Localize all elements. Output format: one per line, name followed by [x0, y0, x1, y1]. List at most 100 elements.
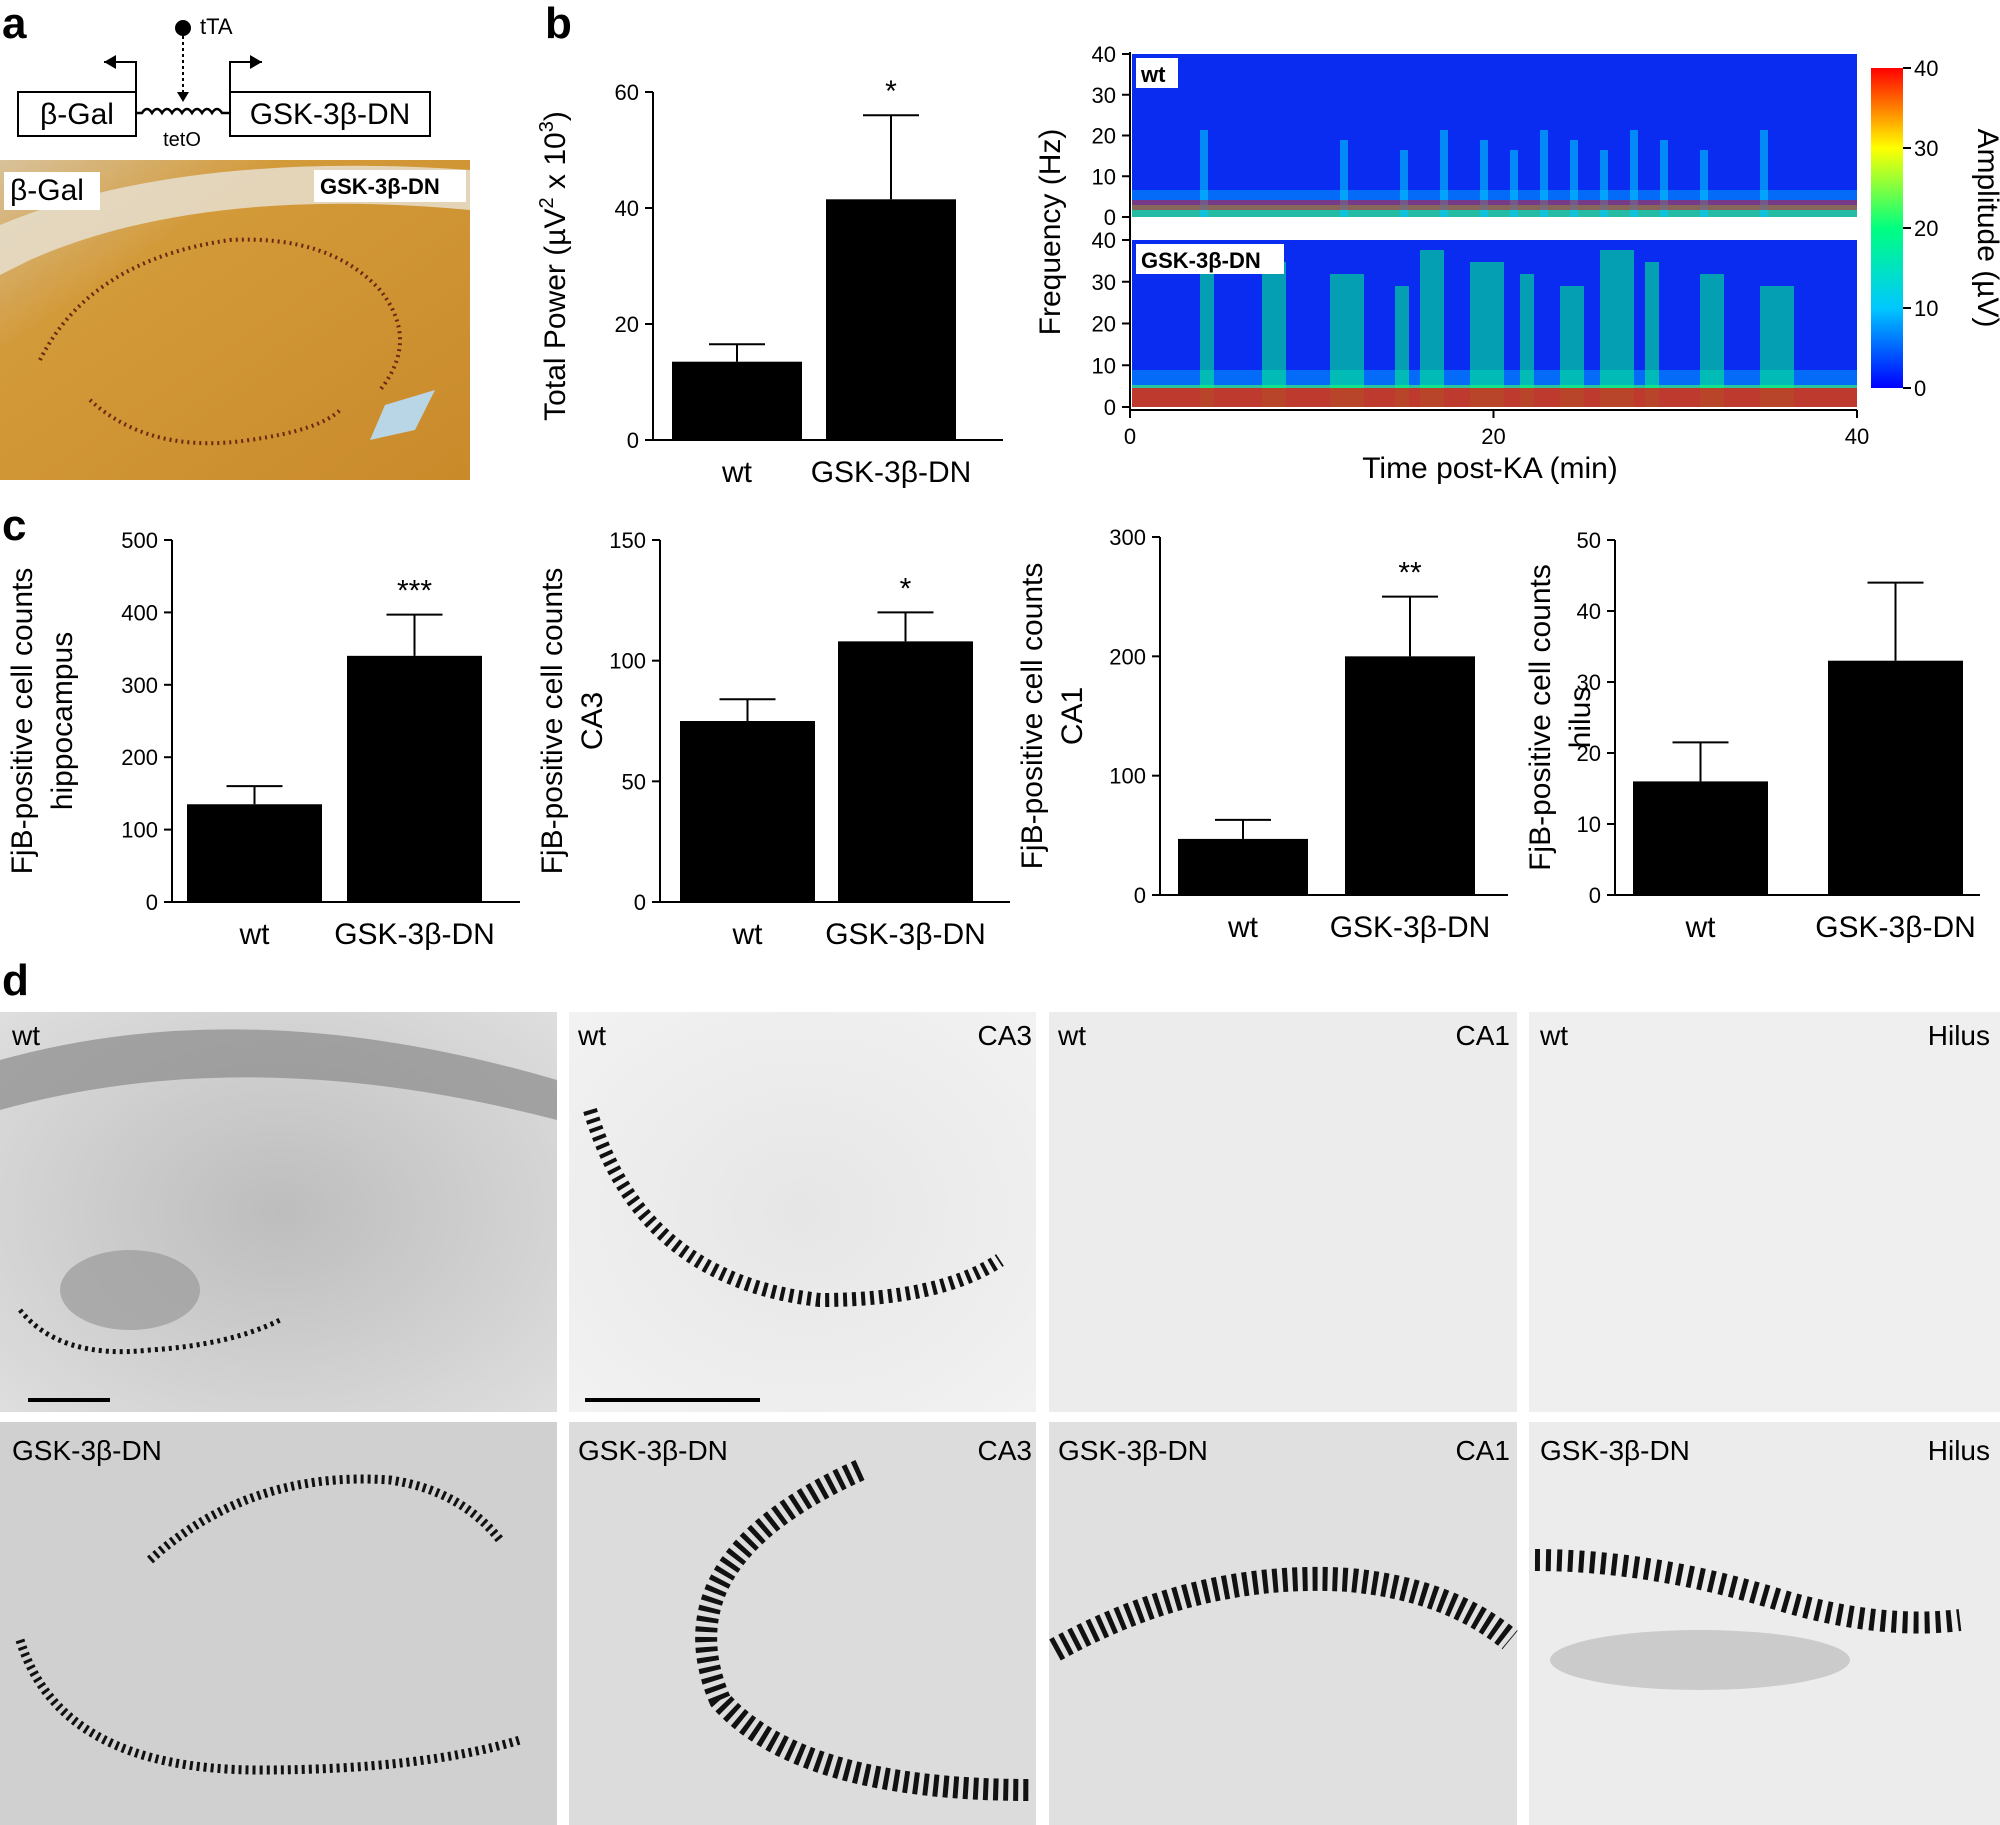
d-top-3-right: CA1	[1456, 1020, 1510, 1051]
panel-label-d: d	[2, 956, 29, 1005]
y-tick-label: 200	[121, 745, 158, 770]
spec-gsk-redband	[1132, 388, 1857, 407]
spec-gsk-burst	[1645, 262, 1659, 407]
y-axis-label: Total Power (µV2 x 103)	[536, 111, 572, 421]
y-tick-label: 200	[1109, 644, 1146, 669]
freq-tick-label: 10	[1092, 353, 1116, 378]
spec-wt-burst	[1400, 150, 1408, 217]
spec-wt-burst	[1200, 130, 1208, 217]
beta-gal-image-label-box	[4, 172, 100, 210]
spec-gsk-burst	[1760, 286, 1794, 407]
spectrogram-wt	[1132, 54, 1857, 217]
ventricle-gap	[370, 390, 435, 440]
category-label: GSK-3β-DN	[811, 456, 972, 489]
teto-operator-line	[136, 107, 230, 116]
spec-wt-burst	[1480, 140, 1488, 217]
wt-hippo-stain-line	[18, 1308, 282, 1355]
left-arrow-head	[104, 55, 116, 69]
tta-dot	[175, 20, 191, 36]
category-label: wt	[239, 918, 271, 951]
spec-gsk-burst	[1330, 274, 1364, 407]
category-label: wt	[732, 918, 764, 951]
spec-wt-burst	[1570, 140, 1578, 217]
panel-label-c: c	[2, 501, 26, 550]
y-axis-label-region: CA1	[1056, 687, 1089, 745]
spec-gsk-burst	[1700, 274, 1724, 407]
y-tick-label: 20	[615, 312, 639, 337]
spec-gsk-label: GSK-3β-DN	[1141, 248, 1261, 273]
freq-tick-label: 0	[1104, 395, 1116, 420]
micrograph-gsk-ca1	[1049, 1422, 1517, 1825]
y-axis-label: FjB-positive cell counts	[6, 568, 39, 875]
colorbar-label: Amplitude (µV)	[1971, 128, 2000, 327]
significance-marker: *	[885, 75, 897, 108]
spectrogram-wt-baseband	[1132, 205, 1857, 217]
gsk-hilus-granule-layer	[1550, 1630, 1850, 1690]
y-tick-label: 40	[1577, 599, 1601, 624]
spec-wt-burst	[1600, 150, 1608, 217]
category-label: GSK-3β-DN	[1330, 911, 1491, 944]
d-bottom-3-left: GSK-3β-DN	[1058, 1435, 1208, 1466]
gsk-box-label: GSK-3β-DN	[250, 98, 411, 131]
spec-gsk-label-box	[1136, 244, 1284, 274]
y-tick-label: 300	[1109, 525, 1146, 550]
y-tick-label: 300	[121, 673, 158, 698]
d-top-3-left: wt	[1057, 1020, 1086, 1051]
panel-label-b: b	[545, 0, 572, 48]
freq-tick-label: 40	[1092, 228, 1116, 253]
y-tick-label: 40	[615, 196, 639, 221]
category-label: GSK-3β-DN	[1815, 911, 1976, 944]
d-top-2-right: CA3	[978, 1020, 1032, 1051]
time-tick-label: 40	[1845, 424, 1869, 449]
y-axis-label: FjB-positive cell counts	[1524, 564, 1557, 871]
spec-gsk-burst	[1262, 262, 1286, 407]
spec-wt-burst	[1440, 130, 1448, 217]
y-tick-label: 50	[1577, 528, 1601, 553]
spec-wt-label: wt	[1140, 62, 1166, 87]
spec-wt-burst	[1760, 130, 1768, 217]
gsk-hilus-stain-band	[1534, 1549, 1962, 1634]
d-bottom-4-right: Hilus	[1928, 1435, 1990, 1466]
y-axis-label: FjB-positive cell counts	[536, 568, 569, 875]
bar-wt	[680, 721, 815, 902]
gsk-image-label: GSK-3β-DN	[320, 174, 440, 199]
d-bottom-4-left: GSK-3β-DN	[1540, 1435, 1690, 1466]
left-arrow	[104, 61, 137, 92]
y-tick-label: 50	[622, 769, 646, 794]
d-bottom-3-right: CA1	[1456, 1435, 1510, 1466]
bar-gsk	[1828, 660, 1963, 895]
beta-gal-box-label: β-Gal	[40, 98, 114, 131]
d-bottom-2-left: GSK-3β-DN	[578, 1435, 728, 1466]
spec-wt-burst	[1540, 130, 1548, 217]
bar-gsk	[347, 655, 482, 902]
construct-diagram: β-Gal GSK-3β-DN tetO tTA	[17, 14, 431, 151]
wt-ca3-stain-band	[583, 1108, 1004, 1308]
hilus-counts-chart: 0 10 20 30 40 50 wt GSK-3β-DN FjB-positive cell …	[1524, 528, 1980, 944]
freq-tick-label: 20	[1092, 312, 1116, 337]
gsk-hippo-lower-stain	[15, 1638, 522, 1775]
gsk-ca1-stain-band	[1049, 1566, 1518, 1661]
d-top-4-left: wt	[1539, 1020, 1568, 1051]
y-tick-label: 400	[121, 600, 158, 625]
bar-wt	[1178, 838, 1308, 895]
spectrogram-wt-background	[1132, 54, 1857, 217]
y-axis-label-region: hilus	[1564, 687, 1597, 749]
y-axis-label-region: hippocampus	[46, 632, 79, 810]
spec-gsk-burst	[1470, 262, 1504, 407]
bar-wt	[187, 804, 322, 902]
colorbar	[1871, 68, 1903, 388]
right-arrow-head	[250, 55, 262, 69]
y-tick-label: 100	[121, 818, 158, 843]
spec-wt-burst	[1510, 150, 1518, 217]
spec-wt-burst	[1700, 150, 1708, 217]
spec-wt-burst	[1630, 130, 1638, 217]
dentate-layer-stain	[88, 398, 342, 446]
spec-gsk-burst	[1200, 250, 1214, 407]
beta-gal-box	[17, 91, 137, 137]
spec-wt-label-box	[1136, 58, 1178, 88]
micrograph-gsk-ca3	[569, 1422, 1036, 1825]
freq-tick-label: 0	[1104, 205, 1116, 230]
micrograph-wt-ca1	[1049, 1012, 1517, 1412]
spec-gsk-burst	[1560, 286, 1584, 407]
